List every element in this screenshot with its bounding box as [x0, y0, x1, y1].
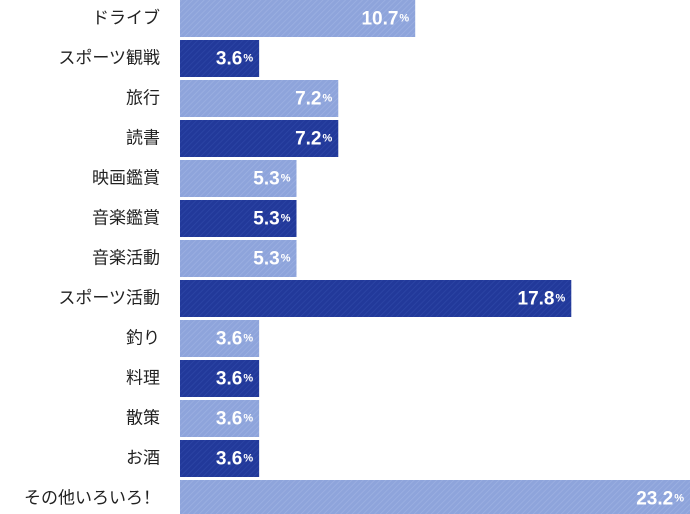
value-label: 23.2% — [636, 488, 684, 509]
value-unit: % — [243, 373, 253, 385]
category-label: 音楽鑑賞 — [92, 209, 160, 229]
value-label: 3.6% — [216, 328, 253, 349]
bar — [180, 40, 260, 77]
bar — [180, 240, 297, 277]
category-label: その他いろいろ！ — [24, 489, 160, 509]
value-number: 7.2 — [295, 88, 321, 109]
value-label: 5.3% — [253, 248, 290, 269]
category-label: 散策 — [126, 409, 160, 429]
value-label: 17.8% — [518, 288, 566, 309]
value-unit: % — [322, 133, 332, 145]
bar — [180, 320, 260, 357]
value-unit: % — [243, 333, 253, 345]
value-number: 10.7 — [361, 8, 398, 29]
value-label: 3.6% — [216, 368, 253, 389]
bar — [180, 400, 260, 437]
bar — [180, 160, 297, 197]
value-number: 23.2 — [636, 488, 673, 509]
category-label: スポーツ活動 — [58, 289, 160, 309]
value-number: 5.3 — [253, 208, 279, 229]
bar — [180, 280, 572, 317]
bars: 10.7%3.6%7.2%7.2%5.3%5.3%5.3%17.8%3.6%3.… — [180, 0, 690, 514]
value-number: 3.6 — [216, 448, 242, 469]
bar — [180, 80, 339, 117]
value-unit: % — [243, 413, 253, 425]
category-label: 釣り — [126, 329, 160, 349]
value-unit: % — [281, 173, 291, 185]
value-unit: % — [674, 493, 684, 505]
value-number: 5.3 — [253, 248, 279, 269]
category-labels: ドライブスポーツ観戦旅行読書映画鑑賞音楽鑑賞音楽活動スポーツ活動釣り料理散策お酒… — [24, 8, 160, 509]
value-unit: % — [281, 213, 291, 225]
value-unit: % — [556, 293, 566, 305]
bar — [180, 480, 690, 514]
category-label: 旅行 — [126, 89, 160, 109]
value-number: 5.3 — [253, 168, 279, 189]
value-label: 3.6% — [216, 48, 253, 69]
value-number: 3.6 — [216, 48, 242, 69]
value-unit: % — [399, 13, 409, 25]
value-number: 3.6 — [216, 408, 242, 429]
bar — [180, 0, 416, 37]
category-label: スポーツ観戦 — [58, 49, 160, 69]
category-label: 読書 — [126, 129, 160, 149]
value-unit: % — [243, 53, 253, 65]
value-unit: % — [243, 453, 253, 465]
value-label: 5.3% — [253, 168, 290, 189]
category-label: 音楽活動 — [92, 249, 160, 269]
category-label: 映画鑑賞 — [92, 169, 160, 189]
value-label: 7.2% — [295, 128, 332, 149]
value-number: 7.2 — [295, 128, 321, 149]
value-label: 3.6% — [216, 408, 253, 429]
category-label: お酒 — [126, 449, 160, 469]
value-label: 3.6% — [216, 448, 253, 469]
bar — [180, 440, 260, 477]
value-label: 10.7% — [361, 8, 409, 29]
bar — [180, 360, 260, 397]
value-number: 17.8 — [518, 288, 555, 309]
category-label: ドライブ — [92, 8, 160, 29]
value-label: 5.3% — [253, 208, 290, 229]
category-label: 料理 — [126, 369, 160, 389]
bar — [180, 200, 297, 237]
value-number: 3.6 — [216, 328, 242, 349]
value-unit: % — [322, 93, 332, 105]
value-number: 3.6 — [216, 368, 242, 389]
value-label: 7.2% — [295, 88, 332, 109]
bar — [180, 120, 339, 157]
value-unit: % — [281, 253, 291, 265]
